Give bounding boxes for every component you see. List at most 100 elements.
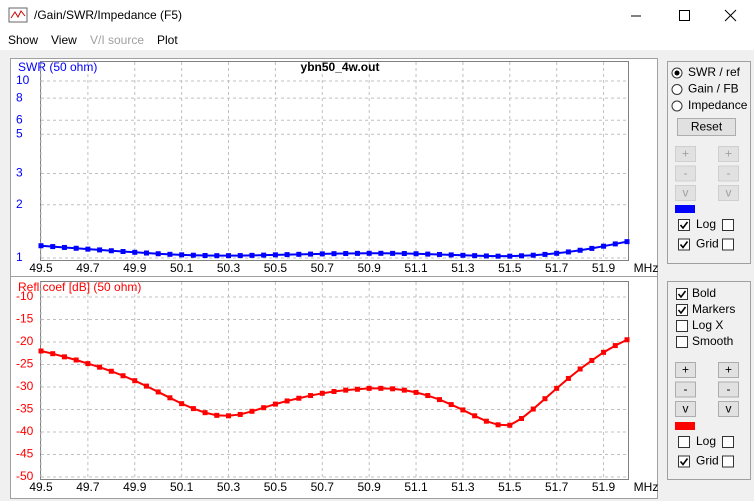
y-tick-label: 6 bbox=[16, 112, 23, 126]
data-marker bbox=[436, 397, 442, 403]
checkbox[interactable] bbox=[722, 219, 734, 231]
checkbox[interactable] bbox=[676, 288, 688, 300]
x-tick-label: 50.9 bbox=[357, 261, 381, 275]
data-marker bbox=[249, 408, 255, 414]
close-button[interactable] bbox=[724, 9, 737, 22]
maximize-button[interactable] bbox=[679, 10, 690, 21]
y-tick-label: -35 bbox=[16, 402, 34, 416]
adjust-button[interactable] bbox=[675, 146, 696, 162]
data-marker bbox=[483, 253, 489, 259]
y-tick-label: 5 bbox=[16, 126, 23, 140]
data-marker bbox=[554, 250, 560, 256]
adjust-button-label: + bbox=[682, 147, 689, 161]
x-tick-label: 49.5 bbox=[29, 480, 53, 494]
y-tick-label: 2 bbox=[16, 197, 23, 211]
y-tick-label: 1 bbox=[16, 250, 23, 264]
data-marker bbox=[214, 253, 220, 259]
checkbox-check bbox=[679, 221, 689, 230]
x-tick-label: 49.9 bbox=[123, 480, 147, 494]
plot-frame bbox=[40, 61, 629, 261]
checkbox[interactable] bbox=[678, 455, 690, 468]
menu-item[interactable]: Plot bbox=[157, 33, 178, 47]
checkbox-box bbox=[678, 219, 690, 231]
reset-button[interactable] bbox=[677, 118, 736, 136]
data-marker bbox=[143, 250, 149, 256]
data-marker bbox=[61, 244, 67, 250]
checkbox[interactable] bbox=[678, 436, 690, 448]
data-marker bbox=[167, 251, 173, 257]
data-marker bbox=[378, 385, 384, 391]
data-marker bbox=[565, 249, 571, 255]
checkbox[interactable] bbox=[722, 238, 734, 251]
adjust-button[interactable] bbox=[675, 401, 696, 417]
data-marker bbox=[272, 252, 278, 258]
adjust-button[interactable] bbox=[718, 362, 739, 378]
menu-item[interactable]: V/I source bbox=[90, 33, 144, 47]
radio-label: Gain / FB bbox=[688, 82, 739, 96]
x-tick-label: 49.7 bbox=[76, 480, 100, 494]
adjust-button-label: + bbox=[725, 147, 732, 161]
data-marker bbox=[190, 406, 196, 412]
x-tick-label: 50.1 bbox=[170, 480, 194, 494]
adjust-button[interactable] bbox=[675, 362, 696, 378]
checkbox-label: Log bbox=[696, 434, 716, 448]
data-marker bbox=[296, 251, 302, 257]
checkbox[interactable] bbox=[676, 304, 688, 316]
x-tick-label: 49.7 bbox=[76, 261, 100, 275]
y-tick-label: 10 bbox=[16, 73, 30, 87]
data-marker bbox=[143, 383, 149, 389]
x-tick-label: 51.5 bbox=[498, 480, 522, 494]
data-marker bbox=[507, 253, 513, 259]
x-tick-label: 50.5 bbox=[264, 261, 288, 275]
checkbox-check bbox=[679, 241, 689, 249]
data-marker bbox=[436, 251, 442, 257]
x-tick-label: 50.5 bbox=[264, 480, 288, 494]
checkbox[interactable] bbox=[722, 455, 734, 468]
chart-title: ybn50_4w.out bbox=[301, 60, 380, 74]
x-tick-label: 50.9 bbox=[357, 480, 381, 494]
adjust-button-label: - bbox=[727, 382, 731, 396]
plot-frame bbox=[40, 281, 629, 480]
series-color-swatch bbox=[675, 422, 695, 430]
data-marker bbox=[202, 410, 208, 416]
data-marker bbox=[319, 390, 325, 396]
data-marker bbox=[448, 402, 454, 408]
data-marker bbox=[354, 250, 360, 256]
menu-item[interactable]: View bbox=[51, 33, 77, 47]
data-marker bbox=[366, 250, 372, 256]
adjust-button[interactable] bbox=[718, 165, 739, 182]
adjust-button[interactable] bbox=[718, 401, 739, 417]
adjust-button[interactable] bbox=[718, 185, 739, 201]
adjust-button[interactable] bbox=[675, 165, 696, 182]
adjust-button-label: v bbox=[683, 402, 689, 416]
data-marker bbox=[85, 361, 91, 367]
checkbox[interactable] bbox=[676, 336, 688, 348]
x-axis-label: MHz bbox=[634, 480, 659, 494]
checkbox[interactable] bbox=[722, 436, 734, 448]
checkbox-box bbox=[676, 320, 688, 332]
checkbox[interactable] bbox=[678, 238, 690, 251]
x-tick-label: 51.7 bbox=[545, 261, 569, 275]
checkbox[interactable] bbox=[678, 219, 690, 231]
data-marker bbox=[554, 385, 560, 391]
radio-label: SWR / ref bbox=[688, 65, 741, 79]
data-marker bbox=[401, 251, 407, 257]
radio-button[interactable] bbox=[671, 100, 683, 112]
adjust-button[interactable] bbox=[675, 381, 696, 398]
adjust-button-label: v bbox=[683, 186, 689, 200]
checkbox[interactable] bbox=[676, 320, 688, 332]
adjust-button[interactable] bbox=[718, 146, 739, 162]
checkbox-check bbox=[679, 458, 689, 466]
y-tick-label: -20 bbox=[16, 334, 34, 348]
adjust-button-label: v bbox=[726, 186, 732, 200]
data-marker bbox=[226, 253, 232, 259]
data-marker bbox=[601, 349, 607, 355]
adjust-button[interactable] bbox=[675, 185, 696, 201]
radio-button[interactable] bbox=[671, 84, 683, 95]
reset-button-label: Reset bbox=[691, 120, 723, 134]
data-marker bbox=[284, 252, 290, 258]
data-marker bbox=[612, 343, 618, 349]
menu-item[interactable]: Show bbox=[8, 33, 38, 47]
adjust-button-label: + bbox=[725, 363, 732, 377]
adjust-button[interactable] bbox=[718, 381, 739, 398]
